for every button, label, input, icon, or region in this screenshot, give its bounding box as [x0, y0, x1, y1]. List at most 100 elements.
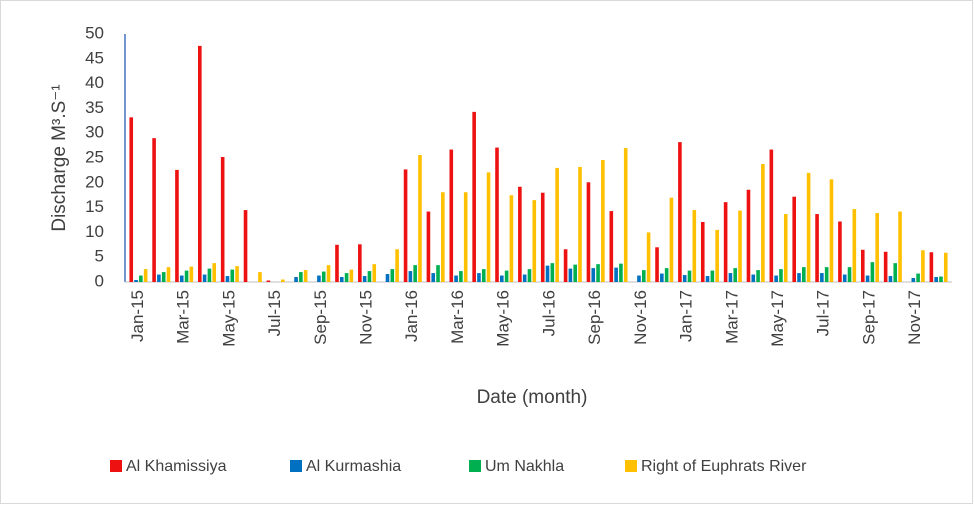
- legend-swatch: [290, 460, 302, 472]
- bar: [586, 182, 591, 282]
- legend-text: Al Khamissiya: [126, 458, 227, 475]
- bar: [865, 275, 870, 282]
- x-tick-label: Jul-15: [265, 290, 284, 336]
- bar: [358, 244, 362, 282]
- bar: [646, 232, 651, 282]
- bar: [139, 275, 143, 282]
- y-tick-label: 45: [85, 48, 104, 67]
- x-tick-label: Mar-15: [174, 290, 193, 344]
- x-tick-label: Sep-16: [585, 290, 604, 345]
- legend-text: Um Nakhla: [485, 458, 564, 475]
- y-tick-label: 25: [85, 147, 104, 166]
- x-tick-label: Nov-15: [357, 290, 376, 345]
- x-tick-label: Jul-16: [539, 290, 558, 336]
- y-tick-label: 15: [85, 197, 104, 216]
- bar: [266, 280, 271, 282]
- bar: [212, 263, 217, 282]
- legend-swatch: [469, 460, 481, 472]
- bar: [175, 169, 179, 282]
- bar: [911, 278, 916, 282]
- bar: [294, 277, 298, 282]
- bar: [769, 149, 774, 282]
- bar: [481, 269, 486, 282]
- bar: [385, 274, 390, 282]
- bar: [687, 270, 692, 282]
- bar: [540, 192, 545, 282]
- bar: [258, 272, 262, 282]
- bar: [317, 275, 321, 282]
- bar: [619, 263, 623, 282]
- bar: [207, 268, 212, 282]
- bar: [875, 213, 879, 282]
- x-axis-title: Date (month): [477, 387, 588, 408]
- bar: [888, 276, 893, 282]
- bar: [751, 274, 756, 282]
- bar: [372, 264, 377, 282]
- bar: [459, 271, 463, 282]
- legend-text: Right of Euphrats River: [641, 458, 807, 475]
- bar: [179, 275, 184, 282]
- bar: [390, 269, 395, 282]
- bar: [806, 172, 811, 282]
- bar: [449, 149, 454, 282]
- bar: [326, 265, 331, 282]
- bar: [518, 186, 522, 282]
- bar: [403, 169, 408, 282]
- bar: [578, 166, 582, 282]
- bar: [838, 221, 842, 282]
- x-tick-label: May-16: [494, 290, 513, 347]
- bar: [934, 277, 938, 282]
- bar: [408, 271, 413, 282]
- bar: [678, 142, 682, 282]
- bar: [161, 272, 166, 282]
- bar: [783, 214, 788, 282]
- bar: [129, 117, 134, 282]
- bar: [198, 45, 202, 283]
- bar: [601, 159, 605, 282]
- bar: [715, 229, 719, 282]
- x-tick-label: Mar-16: [448, 290, 467, 344]
- bar: [797, 273, 801, 282]
- bar: [710, 270, 715, 282]
- bar: [916, 273, 920, 282]
- bar: [842, 274, 847, 282]
- bar: [189, 266, 194, 282]
- bar: [426, 211, 431, 282]
- bar: [157, 274, 161, 282]
- bar: [280, 279, 285, 282]
- bar: [664, 268, 669, 282]
- bar: [921, 250, 925, 282]
- y-tick-label: 40: [85, 73, 104, 92]
- bar: [692, 210, 697, 282]
- bar: [792, 196, 797, 282]
- bar: [134, 280, 138, 282]
- bar: [591, 268, 596, 282]
- legend-swatch: [625, 460, 637, 472]
- bar: [660, 273, 664, 282]
- y-tick-label: 30: [85, 123, 104, 142]
- y-tick-label: 35: [85, 98, 104, 117]
- bar: [472, 111, 476, 282]
- bar: [202, 274, 207, 282]
- bar: [852, 209, 857, 282]
- bar: [929, 252, 934, 282]
- legend-text: Al Kurmashia: [306, 458, 401, 475]
- y-tick-label: 10: [85, 222, 104, 241]
- bar: [230, 269, 235, 282]
- legend-swatch: [110, 460, 122, 472]
- bar: [367, 271, 372, 282]
- bar: [898, 211, 902, 282]
- bar: [436, 265, 440, 282]
- bar: [344, 273, 349, 282]
- bar: [779, 269, 783, 282]
- bar: [870, 262, 875, 282]
- bar: [609, 211, 614, 282]
- bar: [339, 277, 344, 282]
- bar: [184, 270, 189, 282]
- bar: [883, 251, 888, 282]
- y-tick-label: 50: [85, 23, 104, 42]
- x-tick-label: Nov-17: [905, 290, 924, 345]
- y-tick-label: 20: [85, 172, 104, 191]
- bar: [441, 192, 445, 282]
